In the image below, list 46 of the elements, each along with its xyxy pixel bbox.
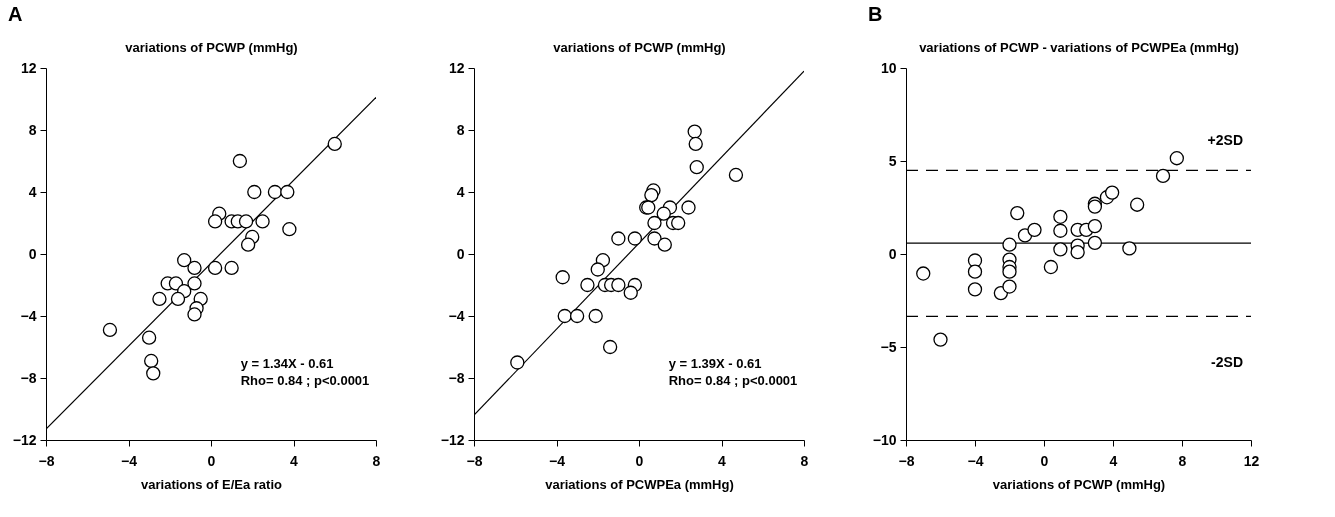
chart-title: A (8, 3, 23, 25)
x-tick-label: 0 (635, 452, 644, 469)
x-tick-label: 4 (1109, 452, 1118, 469)
annotation: Rho= 0.84 ; p<0.0001 (668, 372, 798, 388)
y-tick-label: −8 (448, 369, 465, 386)
ref-line-label: -2SD (1211, 354, 1243, 371)
annotation: y = 1.39X - 0.61 (668, 355, 762, 371)
x-axis-title: variations of PCWP (mmHg) (992, 476, 1166, 492)
x-axis-title: variations of PCWPEa (mmHg) (545, 476, 734, 492)
y-tick-label: 8 (456, 121, 465, 138)
y-tick-label: −4 (448, 307, 465, 324)
y-tick-label: 0 (28, 245, 37, 262)
y-tick-label: 0 (888, 245, 897, 262)
x-tick-label: 8 (1178, 452, 1187, 469)
y-tick-label: −8 (20, 369, 37, 386)
x-axis-title: variations of E/Ea ratio (141, 476, 282, 492)
y-tick-label: 4 (456, 183, 465, 200)
y-axis-title: variations of PCWP (mmHg) (553, 39, 726, 55)
x-tick-label: 8 (372, 452, 381, 469)
y-tick-label: 12 (20, 59, 37, 76)
y-tick-label: −10 (872, 431, 897, 448)
y-tick-label: 5 (888, 152, 897, 169)
y-tick-label: −12 (440, 431, 465, 448)
y-tick-label: −4 (20, 307, 37, 324)
y-tick-label: 10 (880, 59, 897, 76)
x-tick-label: 12 (1243, 452, 1260, 469)
x-tick-label: 4 (290, 452, 299, 469)
annotation: Rho= 0.84 ; p<0.0001 (240, 372, 370, 388)
x-tick-label: 0 (1040, 452, 1049, 469)
x-tick-label: 4 (718, 452, 727, 469)
x-tick-label: −4 (549, 452, 566, 469)
y-tick-label: 4 (28, 183, 37, 200)
y-tick-label: 8 (28, 121, 37, 138)
chart-title: B (868, 3, 883, 25)
y-tick-label: −12 (12, 431, 37, 448)
y-axis-title: variations of PCWP (mmHg) (125, 39, 298, 55)
y-axis-title: variations of PCWP - variations of PCWPEa (mmHg) (919, 39, 1239, 55)
x-tick-label: 0 (207, 452, 216, 469)
x-tick-label: 8 (800, 452, 809, 469)
x-tick-label: −4 (967, 452, 984, 469)
y-tick-label: −5 (880, 338, 897, 355)
y-tick-label: 12 (448, 59, 465, 76)
annotation: y = 1.34X - 0.61 (240, 355, 334, 371)
y-tick-label: 0 (456, 245, 465, 262)
ref-line-label: +2SD (1207, 132, 1243, 149)
x-tick-label: −4 (121, 452, 138, 469)
